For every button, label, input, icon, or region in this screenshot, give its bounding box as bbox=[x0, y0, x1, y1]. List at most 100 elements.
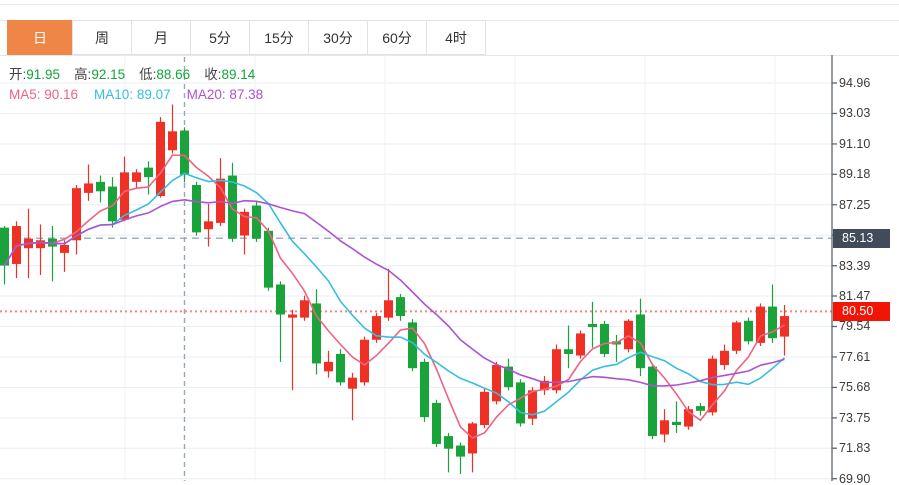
candle[interactable] bbox=[588, 323, 597, 328]
y-axis-tick-label: 81.47 bbox=[839, 289, 871, 303]
candle[interactable] bbox=[552, 349, 561, 391]
ma20-line bbox=[3, 199, 785, 387]
ma-value: MA5: 90.16 bbox=[9, 87, 79, 102]
candle[interactable] bbox=[576, 333, 585, 356]
ma-readout: MA5: 90.16 MA10: 89.07 MA20: 87.38 bbox=[9, 86, 279, 104]
ohlc-value: 89.14 bbox=[221, 67, 256, 82]
candle[interactable] bbox=[516, 382, 525, 424]
candle[interactable] bbox=[132, 172, 141, 182]
tab-5分[interactable]: 5分 bbox=[190, 20, 250, 55]
candle[interactable] bbox=[120, 172, 129, 220]
candle[interactable] bbox=[540, 380, 549, 391]
candle[interactable] bbox=[600, 323, 609, 354]
y-axis-tick-label: 83.39 bbox=[839, 258, 871, 273]
candle[interactable] bbox=[264, 230, 273, 288]
y-axis-tick-label: 69.90 bbox=[839, 471, 871, 485]
candle[interactable] bbox=[60, 245, 69, 253]
candle[interactable] bbox=[720, 350, 729, 366]
candle[interactable] bbox=[108, 186, 117, 222]
candle[interactable] bbox=[372, 316, 381, 340]
candle[interactable] bbox=[36, 240, 45, 249]
candle[interactable] bbox=[768, 306, 777, 339]
candle[interactable] bbox=[636, 314, 645, 369]
ohlc-value: 92.15 bbox=[91, 67, 126, 82]
candle[interactable] bbox=[312, 303, 321, 364]
candle[interactable] bbox=[168, 131, 177, 151]
candle[interactable] bbox=[672, 421, 681, 426]
y-axis-tick-label: 94.96 bbox=[839, 76, 871, 90]
candle[interactable] bbox=[420, 361, 429, 418]
y-axis-tick-label: 87.25 bbox=[839, 197, 871, 212]
top-divider bbox=[0, 4, 899, 5]
tab-15分[interactable]: 15分 bbox=[249, 20, 309, 55]
candle[interactable] bbox=[348, 377, 357, 389]
candle[interactable] bbox=[96, 181, 105, 192]
candle[interactable] bbox=[696, 406, 705, 411]
candle[interactable] bbox=[384, 300, 393, 318]
candle[interactable] bbox=[204, 221, 213, 230]
candle[interactable] bbox=[504, 366, 513, 388]
candle[interactable] bbox=[0, 227, 9, 266]
candle[interactable] bbox=[492, 365, 501, 402]
ohlc-readout: 开:91.95 高:92.15 低:88.66 收:89.14 bbox=[9, 66, 269, 84]
ohlc-label: 收: bbox=[204, 67, 222, 82]
candle[interactable] bbox=[228, 175, 237, 239]
y-axis-tick-label: 79.54 bbox=[839, 319, 871, 334]
candle[interactable] bbox=[336, 353, 345, 383]
candle[interactable] bbox=[156, 121, 165, 197]
candle[interactable] bbox=[528, 390, 537, 419]
y-axis-tick-label: 93.03 bbox=[839, 106, 871, 121]
candle[interactable] bbox=[456, 445, 465, 457]
candle[interactable] bbox=[780, 316, 789, 337]
ohlc-value: 88.66 bbox=[156, 67, 191, 82]
candle[interactable] bbox=[684, 409, 693, 427]
candle[interactable] bbox=[180, 130, 189, 175]
ma-value: MA20: 87.38 bbox=[186, 87, 264, 102]
tab-周[interactable]: 周 bbox=[72, 20, 132, 55]
candle[interactable] bbox=[84, 183, 93, 193]
y-axis-tick-label: 71.83 bbox=[839, 441, 871, 456]
candle[interactable] bbox=[624, 320, 633, 350]
candle[interactable] bbox=[144, 167, 153, 178]
ohlc-value: 91.95 bbox=[26, 67, 61, 82]
ohlc-label: 低: bbox=[139, 67, 157, 82]
y-axis-tick-label: 77.61 bbox=[839, 349, 871, 364]
candle[interactable] bbox=[444, 436, 453, 449]
candle[interactable] bbox=[432, 402, 441, 444]
ohlc-label: 高: bbox=[74, 67, 92, 82]
candle[interactable] bbox=[360, 339, 369, 383]
y-axis-tick-label: 73.75 bbox=[839, 410, 871, 425]
candle[interactable] bbox=[660, 420, 669, 435]
y-axis-tick-label: 89.18 bbox=[839, 167, 871, 182]
candle[interactable] bbox=[564, 349, 573, 354]
tab-30分[interactable]: 30分 bbox=[308, 20, 368, 55]
last-price-badge: 80.50 bbox=[833, 301, 890, 321]
candle[interactable] bbox=[288, 314, 297, 318]
ma-value: MA10: 89.07 bbox=[94, 87, 171, 102]
candle[interactable] bbox=[240, 211, 249, 236]
tabbar-bottom-divider bbox=[0, 55, 899, 56]
crosshair-price-badge: 85.13 bbox=[833, 228, 890, 248]
candle[interactable] bbox=[744, 320, 753, 342]
candle[interactable] bbox=[648, 366, 657, 437]
ma10-line bbox=[3, 172, 786, 416]
candle[interactable] bbox=[276, 284, 285, 315]
tab-4时[interactable]: 4时 bbox=[426, 20, 486, 55]
candle[interactable] bbox=[72, 188, 81, 241]
candle[interactable] bbox=[408, 322, 417, 369]
candle[interactable] bbox=[192, 185, 201, 233]
y-axis-tick-label: 91.10 bbox=[839, 136, 871, 151]
y-axis-tick-label: 75.68 bbox=[839, 380, 871, 395]
candle[interactable] bbox=[708, 358, 717, 413]
candle[interactable] bbox=[252, 205, 261, 239]
ohlc-label: 开: bbox=[9, 67, 27, 82]
candle[interactable] bbox=[732, 322, 741, 351]
candle[interactable] bbox=[300, 300, 309, 318]
candle[interactable] bbox=[480, 391, 489, 426]
candle[interactable] bbox=[756, 306, 765, 343]
candle[interactable] bbox=[324, 361, 333, 372]
tab-60分[interactable]: 60分 bbox=[367, 20, 427, 55]
candle[interactable] bbox=[396, 297, 405, 317]
